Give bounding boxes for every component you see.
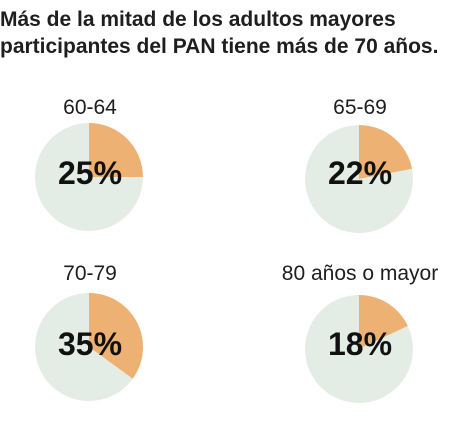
title-line-1: Más de la mitad de los adultos mayores xyxy=(0,8,396,31)
pie-panel-70-79: 70-79 35% xyxy=(10,262,170,432)
pie-slice-highlight xyxy=(359,125,413,179)
pie-slice-highlight xyxy=(359,295,408,349)
pie-slice-remainder xyxy=(304,295,413,403)
pie-data-label: 18% xyxy=(327,326,393,362)
pie-chart xyxy=(35,293,144,401)
pie-slice-remainder xyxy=(35,293,133,401)
pie-slice-remainder xyxy=(304,125,413,233)
pie-panel-65-69: 65-69 22% xyxy=(280,96,440,266)
pie-label: 80 años o mayor xyxy=(281,262,439,285)
pie-slice-highlight xyxy=(89,123,143,177)
title-line-2: participantes del PAN tiene más de 70 añ… xyxy=(0,35,439,58)
pie-label: 70-79 xyxy=(63,262,117,285)
pie-data-label: 35% xyxy=(57,326,123,362)
pie-label: 60-64 xyxy=(63,96,117,119)
pie-label: 65-69 xyxy=(333,96,387,119)
pie-data-label: 22% xyxy=(327,155,393,191)
chart-title: Más de la mitad de los adultos mayores p… xyxy=(0,6,474,60)
pie-slice-highlight xyxy=(89,293,144,379)
pie-data-label: 25% xyxy=(57,155,123,191)
pie-panel-60-64: 60-64 25% xyxy=(10,96,170,266)
pie-slice-remainder xyxy=(35,123,143,231)
pie-chart xyxy=(35,123,143,231)
pie-chart xyxy=(304,125,413,233)
pie-panel-80-plus: 80 años o mayor 18% xyxy=(280,262,440,432)
pie-chart xyxy=(304,295,413,403)
